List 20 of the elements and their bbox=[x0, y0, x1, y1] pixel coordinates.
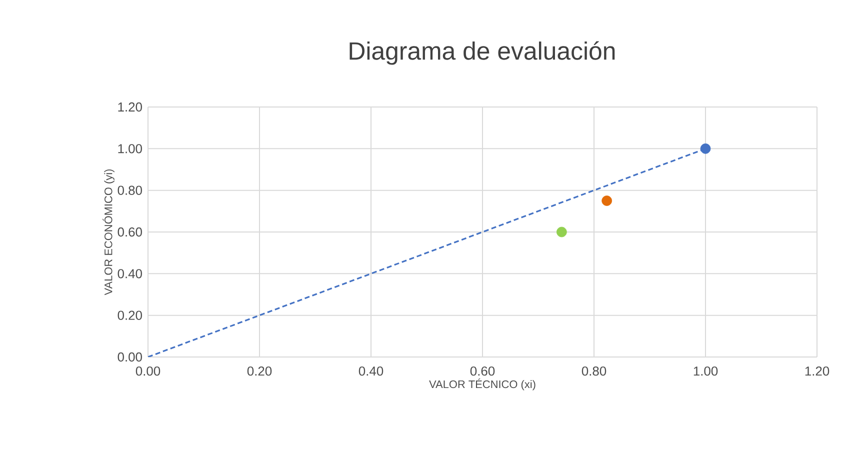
x-tick-label: 0.00 bbox=[136, 366, 160, 376]
x-axis-title: VALOR TÉCNICO (xi) bbox=[429, 378, 536, 390]
y-tick-label: 0.00 bbox=[118, 352, 142, 362]
chart-title: Diagrama de evaluación bbox=[350, 41, 615, 65]
y-tick-label: 0.60 bbox=[118, 227, 142, 237]
x-tick-label: 1.20 bbox=[805, 366, 830, 376]
x-tick-label: 1.00 bbox=[694, 366, 718, 376]
y-tick-label: 1.20 bbox=[118, 102, 142, 112]
x-tick-label: 0.80 bbox=[582, 366, 606, 376]
x-tick-label: 0.20 bbox=[247, 366, 272, 376]
point bbox=[602, 196, 612, 206]
y-tick-label: 1.00 bbox=[118, 144, 142, 154]
y-tick-label: 0.20 bbox=[118, 310, 142, 320]
x-tick-label: 0.40 bbox=[358, 366, 384, 376]
y-axis-title: VALOR ECONÓMICO (yi) bbox=[102, 169, 114, 296]
point bbox=[700, 143, 711, 154]
y-tick-label: 0.40 bbox=[118, 269, 142, 278]
point bbox=[556, 226, 567, 238]
x-tick-label: 0.60 bbox=[470, 366, 495, 376]
y-tick-label: 0.80 bbox=[118, 186, 142, 195]
